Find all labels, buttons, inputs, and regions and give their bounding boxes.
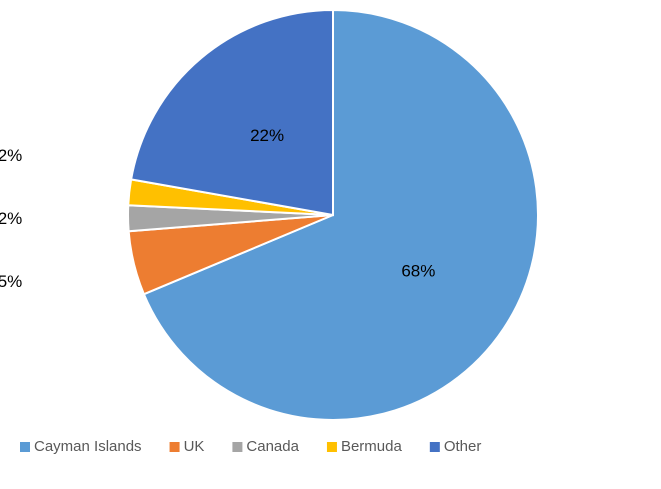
legend-marker bbox=[20, 442, 30, 452]
data-label: 5% bbox=[0, 272, 22, 291]
data-label: 68% bbox=[401, 261, 435, 280]
legend-label: Bermuda bbox=[341, 438, 403, 455]
legend-label: Other bbox=[444, 438, 482, 455]
data-label: 2% bbox=[0, 146, 22, 165]
legend-marker bbox=[232, 442, 243, 452]
legend-marker bbox=[429, 442, 440, 452]
pie-slice bbox=[142, 8, 539, 421]
legend-label: UK bbox=[184, 438, 205, 455]
data-label: 2% bbox=[0, 209, 22, 228]
legend-label: Cayman Islands bbox=[34, 438, 142, 455]
legend-marker bbox=[169, 442, 180, 452]
legend-label: Canada bbox=[246, 438, 299, 455]
legend-marker bbox=[326, 442, 337, 452]
pie-slice bbox=[129, 8, 334, 217]
data-label: 22% bbox=[250, 126, 284, 145]
